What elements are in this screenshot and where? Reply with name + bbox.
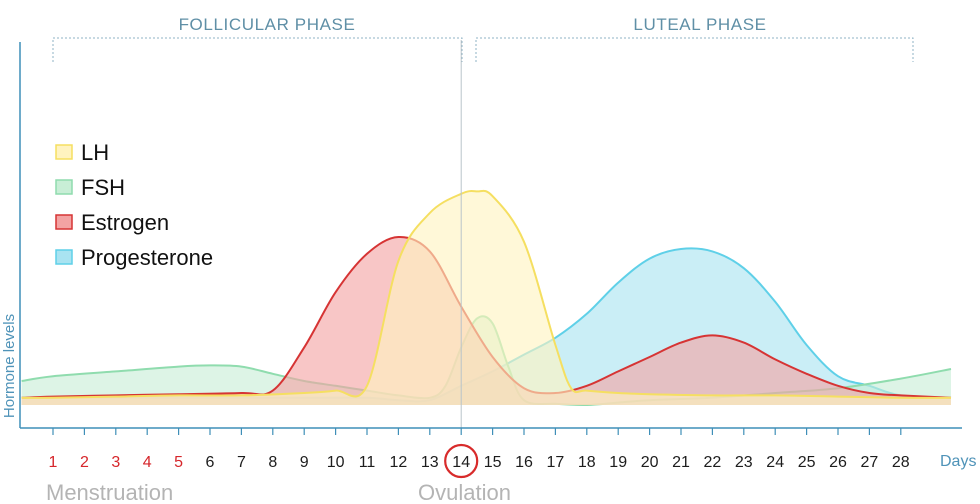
menstruation-label: Menstruation — [46, 480, 173, 504]
legend-swatch-lh — [55, 144, 73, 160]
x-tick-label: 25 — [798, 454, 816, 471]
series-areas — [21, 189, 952, 407]
follicular-phase-label: FOLLICULAR PHASE — [179, 15, 356, 34]
x-tick-label: 28 — [892, 454, 910, 471]
x-tick-label: 4 — [143, 454, 152, 471]
x-tick-label: 24 — [766, 454, 784, 471]
x-tick-label: 13 — [421, 454, 439, 471]
legend-label-estrogen: Estrogen — [81, 210, 169, 235]
x-tick-label: 14 — [452, 454, 470, 471]
x-tick-label: 16 — [515, 454, 533, 471]
x-tick-label: 8 — [268, 454, 277, 471]
x-tick-label: 18 — [578, 454, 596, 471]
x-tick-label: 9 — [300, 454, 309, 471]
y-axis-label: Hormone levels — [1, 314, 18, 418]
legend-label-fsh: FSH — [81, 175, 125, 200]
legend-swatch-estrogen — [55, 214, 73, 230]
x-tick-label: 15 — [484, 454, 502, 471]
x-axis-label: Days — [940, 453, 976, 470]
x-tick-label: 17 — [547, 454, 565, 471]
x-tick-label: 12 — [390, 454, 408, 471]
phase-brackets: FOLLICULAR PHASE LUTEAL PHASE — [52, 15, 914, 62]
estrogen-area — [21, 236, 952, 405]
legend-label-lh: LH — [81, 140, 109, 165]
ovulation-label: Ovulation — [418, 480, 511, 504]
legend-label-progesterone: Progesterone — [81, 245, 213, 270]
x-tick-label: 11 — [359, 454, 376, 471]
follicular-bracket — [52, 37, 463, 62]
x-tick-label: 5 — [174, 454, 183, 471]
x-tick-label: 22 — [704, 454, 722, 471]
x-tick-label: 23 — [735, 454, 753, 471]
x-tick-label: 20 — [641, 454, 659, 471]
legend-swatch-progesterone — [55, 249, 73, 265]
x-tick-label: 19 — [609, 454, 627, 471]
lh-area — [21, 190, 952, 405]
x-tick-label: 10 — [327, 454, 345, 471]
x-tick-label: 3 — [111, 454, 120, 471]
legend: LH FSH Estrogen Progesterone — [55, 140, 213, 270]
x-ticks: 1 2 3 4 5 6 7 8 9 10 11 12 13 14 15 16 17 18 19 20 21 22 23 24 2… — [49, 428, 910, 471]
x-tick-label: 6 — [206, 454, 215, 471]
x-tick-label: 1 — [49, 454, 58, 471]
x-tick-label: 2 — [80, 454, 89, 471]
ovulation-day-marker — [444, 443, 479, 479]
x-tick-label: 7 — [237, 454, 246, 471]
x-tick-label: 27 — [861, 454, 879, 471]
legend-swatch-fsh — [55, 179, 73, 195]
luteal-phase-label: LUTEAL PHASE — [633, 15, 766, 34]
x-tick-label: 21 — [672, 454, 690, 471]
x-tick-label: 26 — [829, 454, 847, 471]
luteal-bracket — [475, 37, 914, 62]
lh-line — [21, 189, 952, 399]
